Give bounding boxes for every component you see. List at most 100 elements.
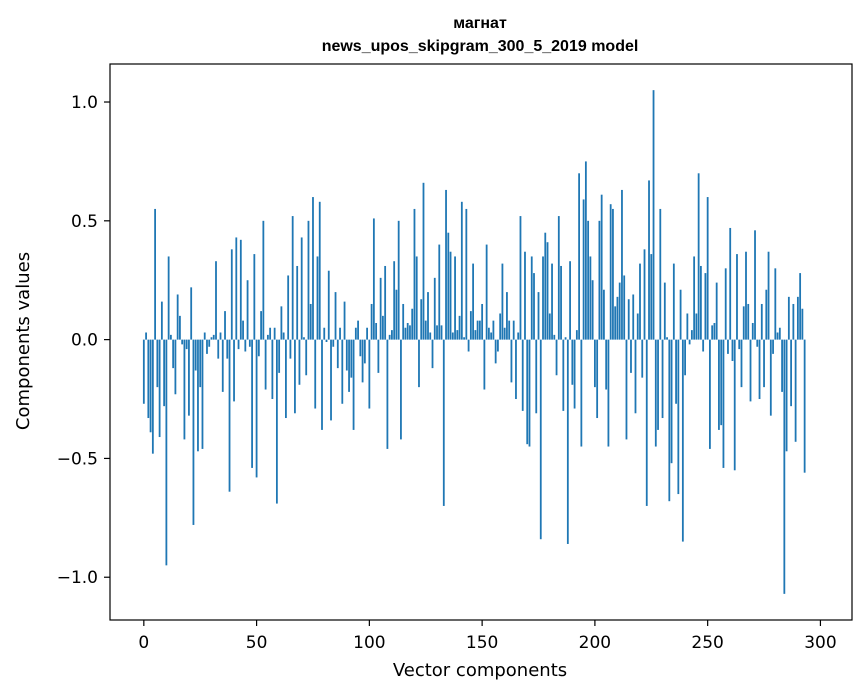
x-axis-label: Vector components — [393, 660, 567, 681]
bar-242 — [688, 339, 691, 345]
bar-118 — [409, 325, 411, 340]
bar-262 — [733, 339, 736, 471]
bar-124 — [422, 182, 425, 340]
bar-269 — [749, 339, 752, 402]
bar-248 — [702, 339, 705, 352]
x-tick-label: 300 — [804, 633, 836, 653]
y-tick-label: 0.0 — [71, 331, 98, 351]
bar-236 — [675, 339, 677, 404]
bar-142 — [463, 337, 465, 340]
bar-279 — [772, 339, 774, 354]
bar-288 — [792, 303, 795, 340]
bar-26 — [201, 339, 204, 449]
bar-55 — [266, 334, 269, 340]
bar-16 — [179, 315, 181, 340]
x-tick-label: 250 — [691, 633, 723, 653]
bar-144 — [467, 339, 470, 352]
x-tick-label: 50 — [246, 633, 268, 653]
bar-69 — [298, 339, 301, 385]
bar-264 — [738, 339, 741, 350]
bar-54 — [264, 339, 267, 390]
bar-145 — [469, 311, 472, 340]
bar-276 — [765, 289, 768, 340]
x-tick-label: 0 — [138, 633, 149, 653]
bar-205 — [605, 339, 608, 390]
bar-19 — [185, 339, 188, 350]
bar-57 — [271, 339, 274, 400]
x-axis: 0 50 100 150 200 250 300 — [138, 620, 837, 653]
bar-114 — [400, 339, 402, 440]
bar-70 — [300, 237, 303, 340]
bar-253 — [713, 322, 716, 340]
y-tick-label: −0.5 — [57, 449, 98, 469]
bar-289 — [794, 339, 797, 442]
bar-80 — [323, 327, 326, 340]
bar-38 — [228, 339, 231, 492]
bar-43 — [239, 239, 242, 340]
bar-41 — [235, 237, 238, 340]
bar-29 — [208, 339, 211, 347]
bar-249 — [704, 273, 707, 340]
bar-31 — [212, 334, 215, 340]
bar-238 — [679, 289, 682, 340]
bar-193 — [578, 173, 580, 340]
bar-90 — [345, 339, 348, 371]
bar-87 — [339, 327, 341, 340]
bar-171 — [528, 339, 531, 447]
bar-260 — [729, 227, 732, 340]
bar-95 — [357, 320, 359, 340]
bar-179 — [546, 242, 549, 340]
bar-263 — [736, 254, 738, 340]
bar-285 — [785, 339, 788, 452]
bar-149 — [478, 320, 481, 340]
bar-218 — [634, 339, 637, 414]
plot-frame — [109, 63, 853, 621]
chart-title: магнат — [453, 15, 507, 32]
bar-175 — [537, 292, 540, 340]
bar-42 — [237, 339, 240, 350]
bar-154 — [490, 332, 493, 340]
bar-158 — [499, 313, 502, 340]
bar-61 — [280, 306, 283, 340]
bar-255 — [718, 339, 720, 430]
bar-10 — [165, 339, 168, 566]
bar-25 — [199, 339, 202, 388]
bar-278 — [769, 339, 772, 416]
bar-85 — [334, 292, 337, 340]
bar-244 — [693, 256, 696, 340]
bar-226 — [652, 90, 655, 340]
bar-210 — [616, 296, 619, 340]
bar-191 — [573, 339, 576, 409]
bar-220 — [639, 263, 641, 340]
bar-286 — [787, 296, 790, 340]
bar-185 — [560, 265, 562, 340]
bar-230 — [661, 339, 664, 419]
bar-24 — [197, 339, 199, 452]
bar-17 — [181, 339, 184, 345]
bar-123 — [420, 299, 423, 340]
bar-51 — [257, 339, 260, 357]
bar-33 — [217, 339, 220, 359]
bar-148 — [476, 320, 479, 340]
bar-119 — [411, 308, 414, 340]
bar-5 — [154, 208, 156, 340]
bar-88 — [341, 339, 344, 404]
bar-32 — [215, 261, 217, 340]
bar-49 — [253, 254, 256, 340]
y-tick-label: 1.0 — [71, 93, 98, 113]
bar-45 — [244, 339, 247, 352]
bar-222 — [643, 249, 646, 340]
bar-209 — [614, 306, 617, 340]
bar-35 — [221, 339, 224, 392]
bar-273 — [758, 339, 761, 400]
bar-128 — [431, 339, 434, 369]
bar-232 — [666, 337, 668, 340]
bar-152 — [485, 244, 488, 340]
bar-120 — [413, 208, 416, 340]
bar-4 — [151, 339, 154, 454]
bar-291 — [799, 273, 802, 340]
bar-257 — [722, 339, 725, 468]
bar-30 — [210, 337, 213, 340]
bar-169 — [524, 251, 526, 340]
